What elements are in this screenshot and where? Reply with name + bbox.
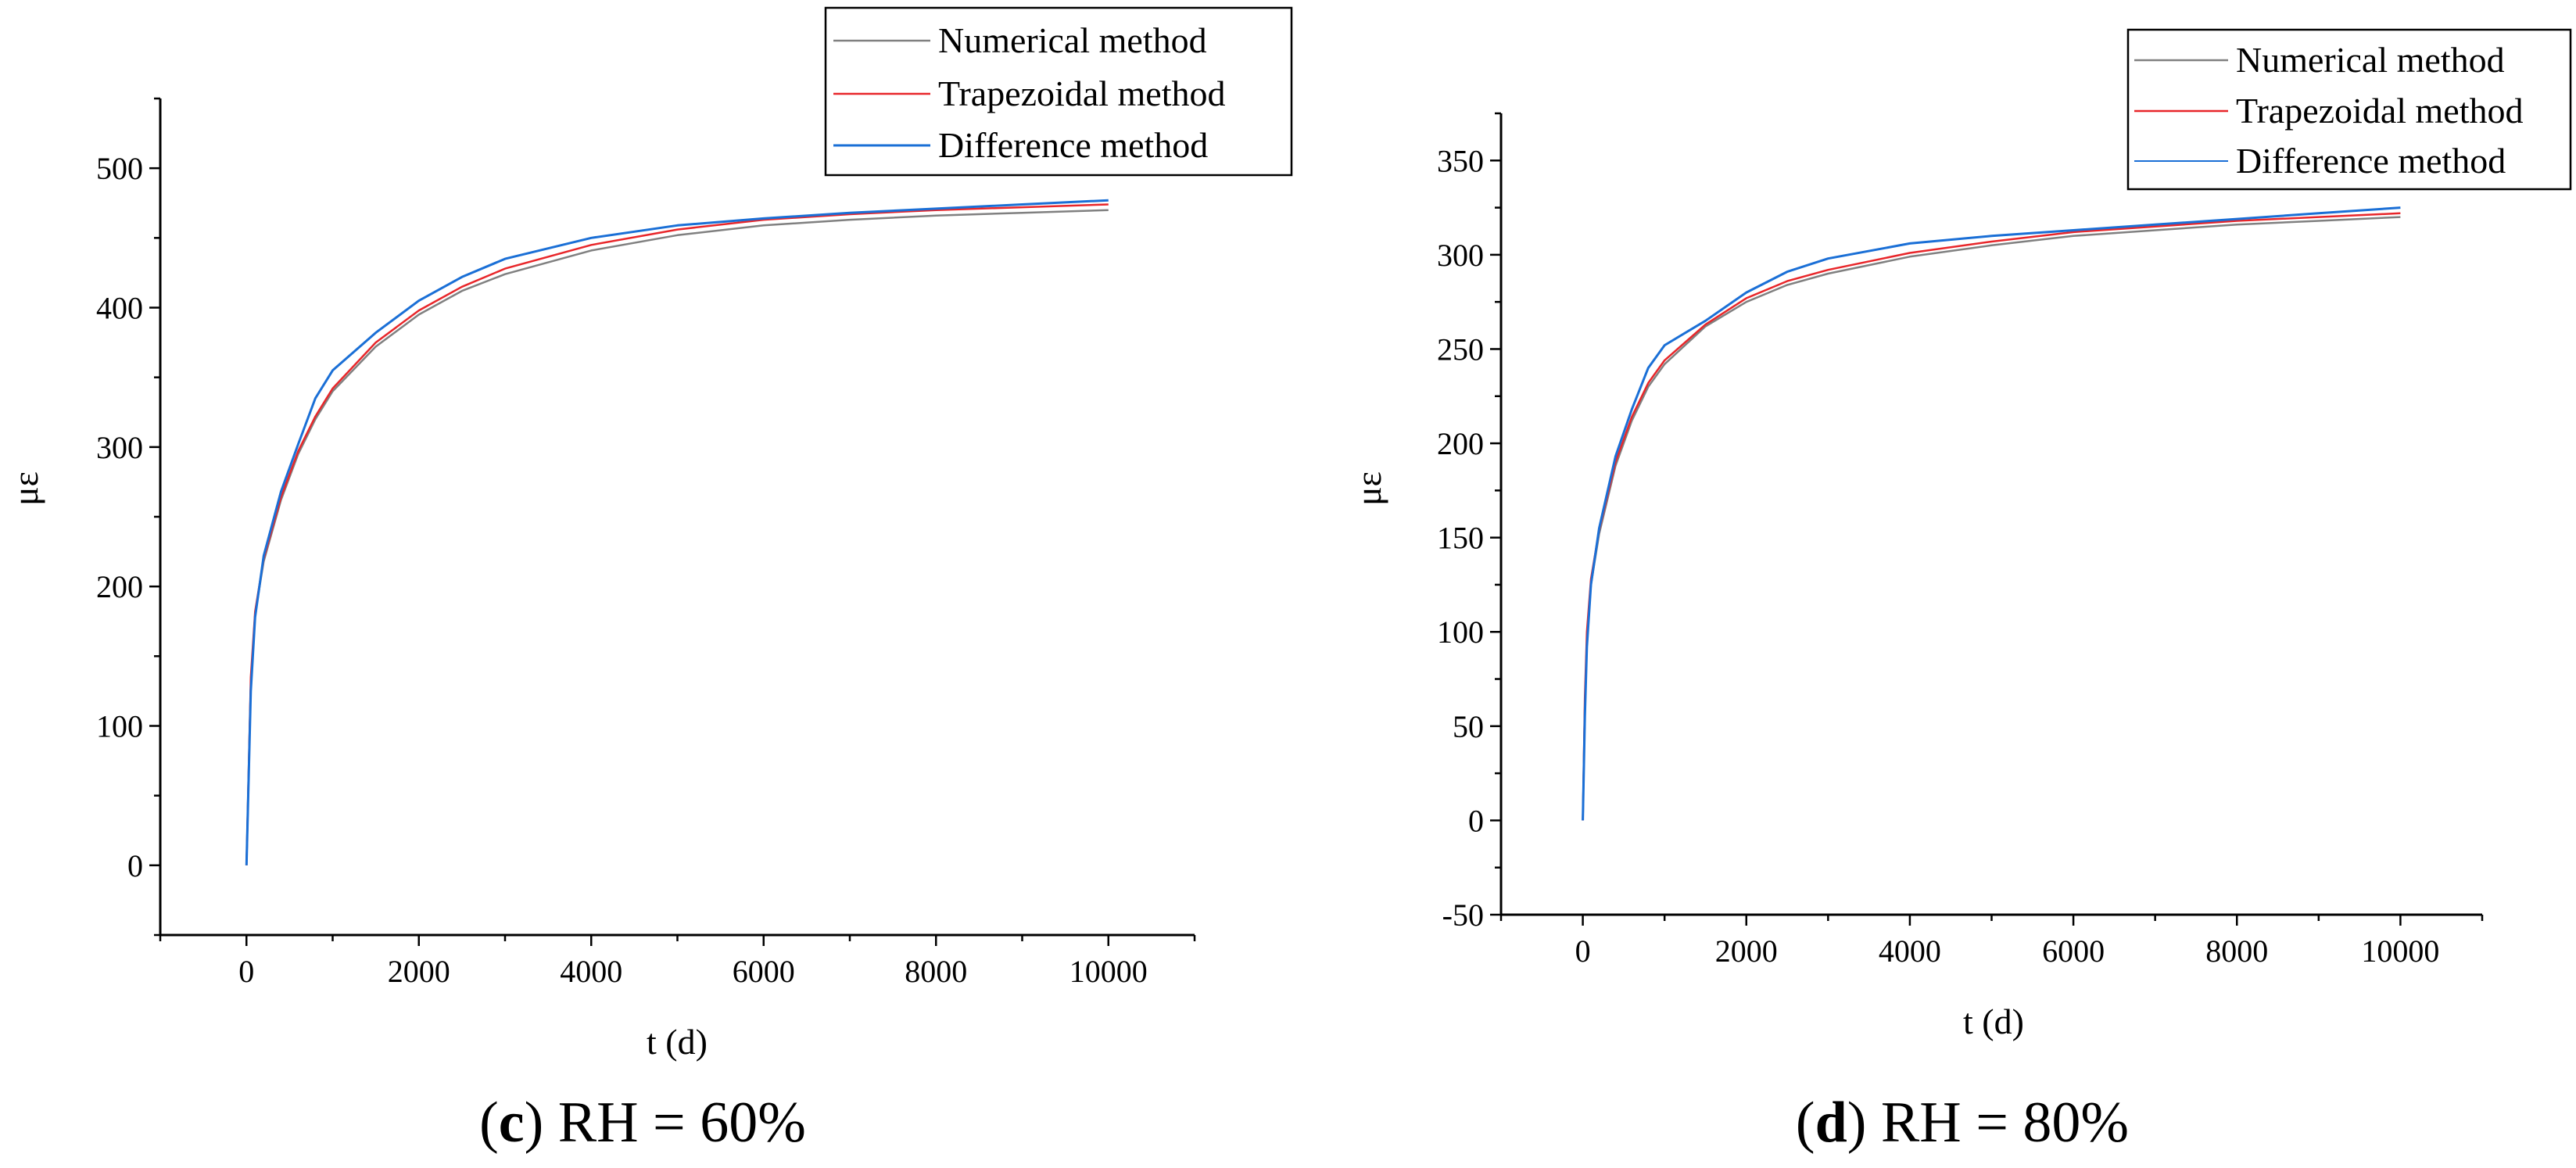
panel-caption-c: (c) RH = 60% (479, 1091, 806, 1155)
y-tick-label-d: 250 (1437, 331, 1484, 367)
plot-area-c: 0 2000 4000 6000 8000 10000 0 100 200 300 400 500 (96, 97, 1196, 989)
series-line-d-difference (1582, 206, 2401, 821)
legend-label-d-trapezoidal: Trapezoidal method (2236, 91, 2524, 131)
y-axis-title-d: με (1349, 471, 1388, 506)
y-tick-label-c: 400 (96, 291, 143, 326)
y-tick-label-c: 300 (96, 430, 143, 465)
y-tick-label-c: 100 (96, 709, 143, 744)
x-tick-label-c: 6000 (733, 954, 795, 989)
legend-label-c-difference: Difference method (938, 125, 1208, 165)
x-tick-label-c: 10000 (1069, 954, 1148, 989)
legend-label-d-numerical: Numerical method (2236, 40, 2505, 80)
series-line-c-difference (245, 199, 1109, 865)
x-axis-title-d: t (d) (1963, 1001, 2024, 1041)
legend-c: Numerical method Trapezoidal method Diff… (824, 6, 1293, 177)
legend-label-c-trapezoidal: Trapezoidal method (938, 73, 1226, 113)
y-tick-label-c: 200 (96, 569, 143, 604)
y-tick-label-d: 300 (1437, 238, 1484, 273)
legend-label-c-numerical: Numerical method (938, 20, 1207, 60)
y-tick-label-d: -50 (1442, 897, 1484, 933)
y-tick-label-c: 0 (127, 848, 143, 883)
legend-label-d-difference: Difference method (2236, 141, 2506, 181)
series-line-d-trapezoidal (1582, 212, 2401, 821)
y-tick-label-c: 500 (96, 151, 143, 186)
plot-area-d: 0 2000 4000 6000 8000 10000 -50 0 50 100 150 200 250… (1437, 112, 2484, 969)
series-line-c-trapezoidal (245, 203, 1109, 865)
legend-box-c (824, 6, 1293, 177)
y-tick-label-d: 200 (1437, 426, 1484, 461)
x-tick-label-d: 4000 (1879, 933, 1941, 969)
chart-panel-c: 0 2000 4000 6000 8000 10000 0 100 200 300 400 500 μ… (5, 6, 1293, 1155)
x-tick-label-c: 8000 (905, 954, 967, 989)
y-tick-label-d: 350 (1437, 143, 1484, 178)
x-tick-label-c: 2000 (388, 954, 450, 989)
legend-box-d (2126, 28, 2572, 191)
x-tick-label-d: 6000 (2042, 933, 2105, 969)
x-tick-label-d: 10000 (2361, 933, 2439, 969)
x-tick-label-c: 4000 (560, 954, 622, 989)
x-tick-label-d: 2000 (1715, 933, 1778, 969)
legend-d: Numerical method Trapezoidal method Diff… (2126, 28, 2572, 191)
x-axis-title-c: t (d) (647, 1022, 708, 1062)
y-tick-label-d: 100 (1437, 614, 1484, 650)
x-tick-label-c: 0 (238, 954, 254, 989)
series-line-c-numerical (245, 209, 1109, 865)
y-tick-label-d: 50 (1453, 709, 1484, 744)
y-tick-label-d: 0 (1468, 803, 1484, 838)
series-line-d-numerical (1582, 216, 2401, 821)
x-tick-label-d: 8000 (2205, 933, 2268, 969)
y-axis-title-c: με (5, 471, 45, 506)
panel-caption-d: (d) RH = 80% (1796, 1091, 2129, 1155)
y-tick-label-d: 150 (1437, 521, 1484, 556)
chart-panel-d: 0 2000 4000 6000 8000 10000 -50 0 50 100 150 200 250… (1349, 28, 2572, 1155)
x-tick-label-d: 0 (1575, 933, 1591, 969)
